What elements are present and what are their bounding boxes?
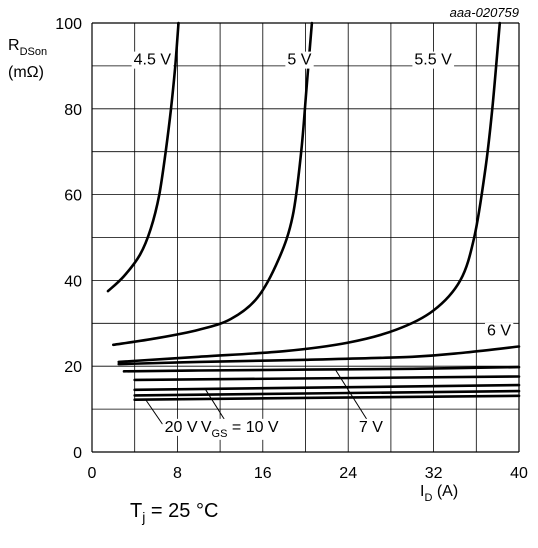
curve-label: 4.5 V [134, 52, 172, 69]
junction-temperature-note: Tj = 25 °C [130, 500, 218, 525]
y-tick-label: 100 [55, 16, 82, 33]
leader-label: VGS = 10 V [201, 419, 279, 440]
x-tick-label: 16 [254, 465, 272, 482]
x-axis-label-sub: D [424, 492, 432, 504]
curve-vgs-7 [133, 389, 521, 397]
footnote-rest: = 25 °C [145, 500, 219, 522]
x-axis-label-main: I [420, 483, 424, 500]
x-axis-label-unit: (A) [432, 483, 458, 500]
curve-vgs-10-v [133, 383, 521, 392]
y-tick-label: 80 [64, 102, 82, 119]
curve-label-bg [285, 51, 314, 69]
leader-line [204, 388, 225, 420]
leader-label-main: V [201, 419, 212, 436]
curve-label: 5.5 V [414, 52, 452, 69]
leader-label-bg [356, 418, 386, 436]
x-tick-label: 8 [173, 465, 182, 482]
curve-20-v [133, 394, 521, 401]
y-axis-label: RDSon [8, 37, 47, 58]
x-tick-label: 40 [510, 465, 528, 482]
y-tick-label: 20 [64, 359, 82, 376]
tick-labels: 0 8 16 24 32 40 0 20 40 60 80 100 [55, 16, 528, 482]
curve-label: 5 V [287, 52, 311, 69]
figure-id: aaa-020759 [450, 5, 519, 20]
curve-6-v [117, 345, 521, 366]
leader-line [144, 398, 163, 425]
x-tick-label: 24 [339, 465, 357, 482]
curve-label: 6 V [487, 323, 511, 340]
curve-5-v [112, 21, 314, 347]
footnote-sub: j [142, 509, 146, 525]
x-axis-label: ID (A) [420, 483, 458, 504]
leader-line [334, 369, 369, 423]
leader-label-rest: = 10 V [227, 419, 278, 436]
x-tick-label: 32 [425, 465, 443, 482]
leader-label-sub: GS [212, 428, 228, 440]
leader-label-bg [198, 418, 281, 440]
leader-label-bg [162, 418, 200, 436]
curve-label-bg [484, 322, 514, 340]
footnote-main: T [130, 500, 143, 522]
curve-7-v [122, 365, 521, 373]
curve-4-5-v [106, 21, 180, 293]
leader-label: 20 V [165, 419, 198, 436]
curve-vgs-5 [133, 375, 521, 382]
leader-lines [144, 369, 369, 425]
y-tick-label: 40 [64, 273, 82, 290]
curves-group [106, 21, 521, 401]
curve-5-5-v [117, 21, 502, 364]
curve-label-bg [131, 51, 174, 69]
curve-label-bg [412, 51, 455, 69]
y-tick-label: 60 [64, 188, 82, 205]
y-axis-label-main: R [8, 37, 20, 54]
x-tick-label: 0 [88, 465, 97, 482]
curve-labels: 4.5 V 5 V 5.5 V 6 V 20 V VGS = 10 V 7 V [131, 51, 514, 440]
leader-label: 7 V [359, 419, 383, 436]
y-tick-label: 0 [73, 445, 82, 462]
y-axis-label-sub: DSon [20, 46, 48, 58]
y-axis-unit: (mΩ) [8, 64, 44, 81]
